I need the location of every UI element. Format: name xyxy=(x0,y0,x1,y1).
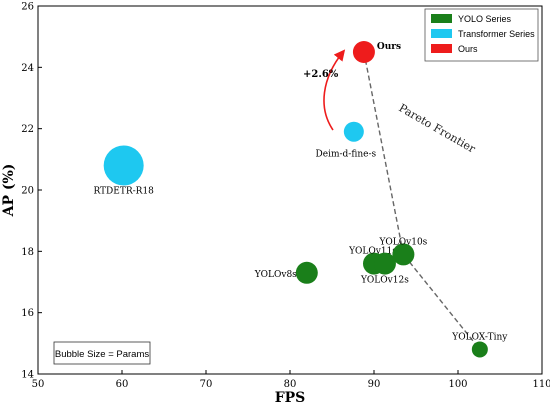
point-deim-d-fine-s xyxy=(343,121,364,142)
x-tick-label: 110 xyxy=(532,379,550,390)
pareto-frontier xyxy=(363,51,481,350)
y-tick-label: 26 xyxy=(21,2,34,13)
y-tick-label: 14 xyxy=(21,370,34,381)
legend-swatch-ours xyxy=(431,44,452,53)
x-axis-ticks: 50 60 70 80 90 100 110 xyxy=(32,370,550,390)
bubble-size-note: Bubble Size = Params xyxy=(53,341,151,365)
x-tick-label: 50 xyxy=(32,379,45,390)
legend-label-ours: Ours xyxy=(458,44,478,54)
pareto-frontier-label: Pareto Frontier xyxy=(397,101,479,156)
point-rtdetr-r18 xyxy=(103,145,144,186)
point-label-yolov12s: YOLOv12s xyxy=(360,276,409,286)
data-points: YOLOv8s YOLOv11s YOLOv12s YOLOv10s YOLOX-Tin… xyxy=(93,41,508,358)
x-tick-label: 70 xyxy=(200,379,213,390)
y-tick-label: 22 xyxy=(21,124,34,135)
legend-swatch-yolo xyxy=(431,14,452,23)
improvement-label: +2.6% xyxy=(303,69,339,80)
y-tick-label: 18 xyxy=(21,247,34,258)
y-axis-ticks: 14 16 18 20 22 24 26 xyxy=(21,2,42,381)
x-axis-label: FPS xyxy=(275,390,306,406)
bubble-size-note-box xyxy=(53,341,151,365)
legend: YOLO Series Transformer Series Ours xyxy=(424,8,539,62)
bubble-size-note-text: Bubble Size = Params xyxy=(55,349,150,360)
legend-label-yolo: YOLO Series xyxy=(458,14,512,24)
x-tick-label: 80 xyxy=(284,379,297,390)
x-tick-label: 100 xyxy=(448,379,467,390)
legend-label-transformer: Transformer Series xyxy=(458,29,535,39)
point-label-yolov11s: YOLOv11s xyxy=(348,247,397,257)
improvement-arrow xyxy=(323,49,346,131)
y-tick-label: 20 xyxy=(21,186,34,197)
y-tick-label: 16 xyxy=(21,308,34,319)
x-tick-label: 90 xyxy=(368,379,381,390)
point-label-deim-d-fine-s: Deim-d-fine-s xyxy=(316,150,377,160)
point-label-yolov8s: YOLOv8s xyxy=(254,270,297,280)
point-label-yolox-tiny: YOLOX-Tiny xyxy=(451,332,508,342)
point-label-rtdetr-r18: RTDETR-R18 xyxy=(93,186,154,196)
point-yolov12s xyxy=(373,252,396,275)
y-tick-label: 24 xyxy=(21,63,34,74)
point-label-ours: Ours xyxy=(377,42,401,52)
x-tick-label: 60 xyxy=(116,379,129,390)
point-label-yolov10s: YOLOv10s xyxy=(378,237,427,247)
point-yolov8s xyxy=(295,261,318,284)
point-yolov10s xyxy=(392,243,415,266)
point-yolox-tiny xyxy=(471,341,488,358)
y-axis-label: AP (%) xyxy=(1,164,17,218)
legend-swatch-transformer xyxy=(431,29,452,38)
pareto-frontier-line xyxy=(363,51,481,350)
point-ours xyxy=(352,41,375,63)
